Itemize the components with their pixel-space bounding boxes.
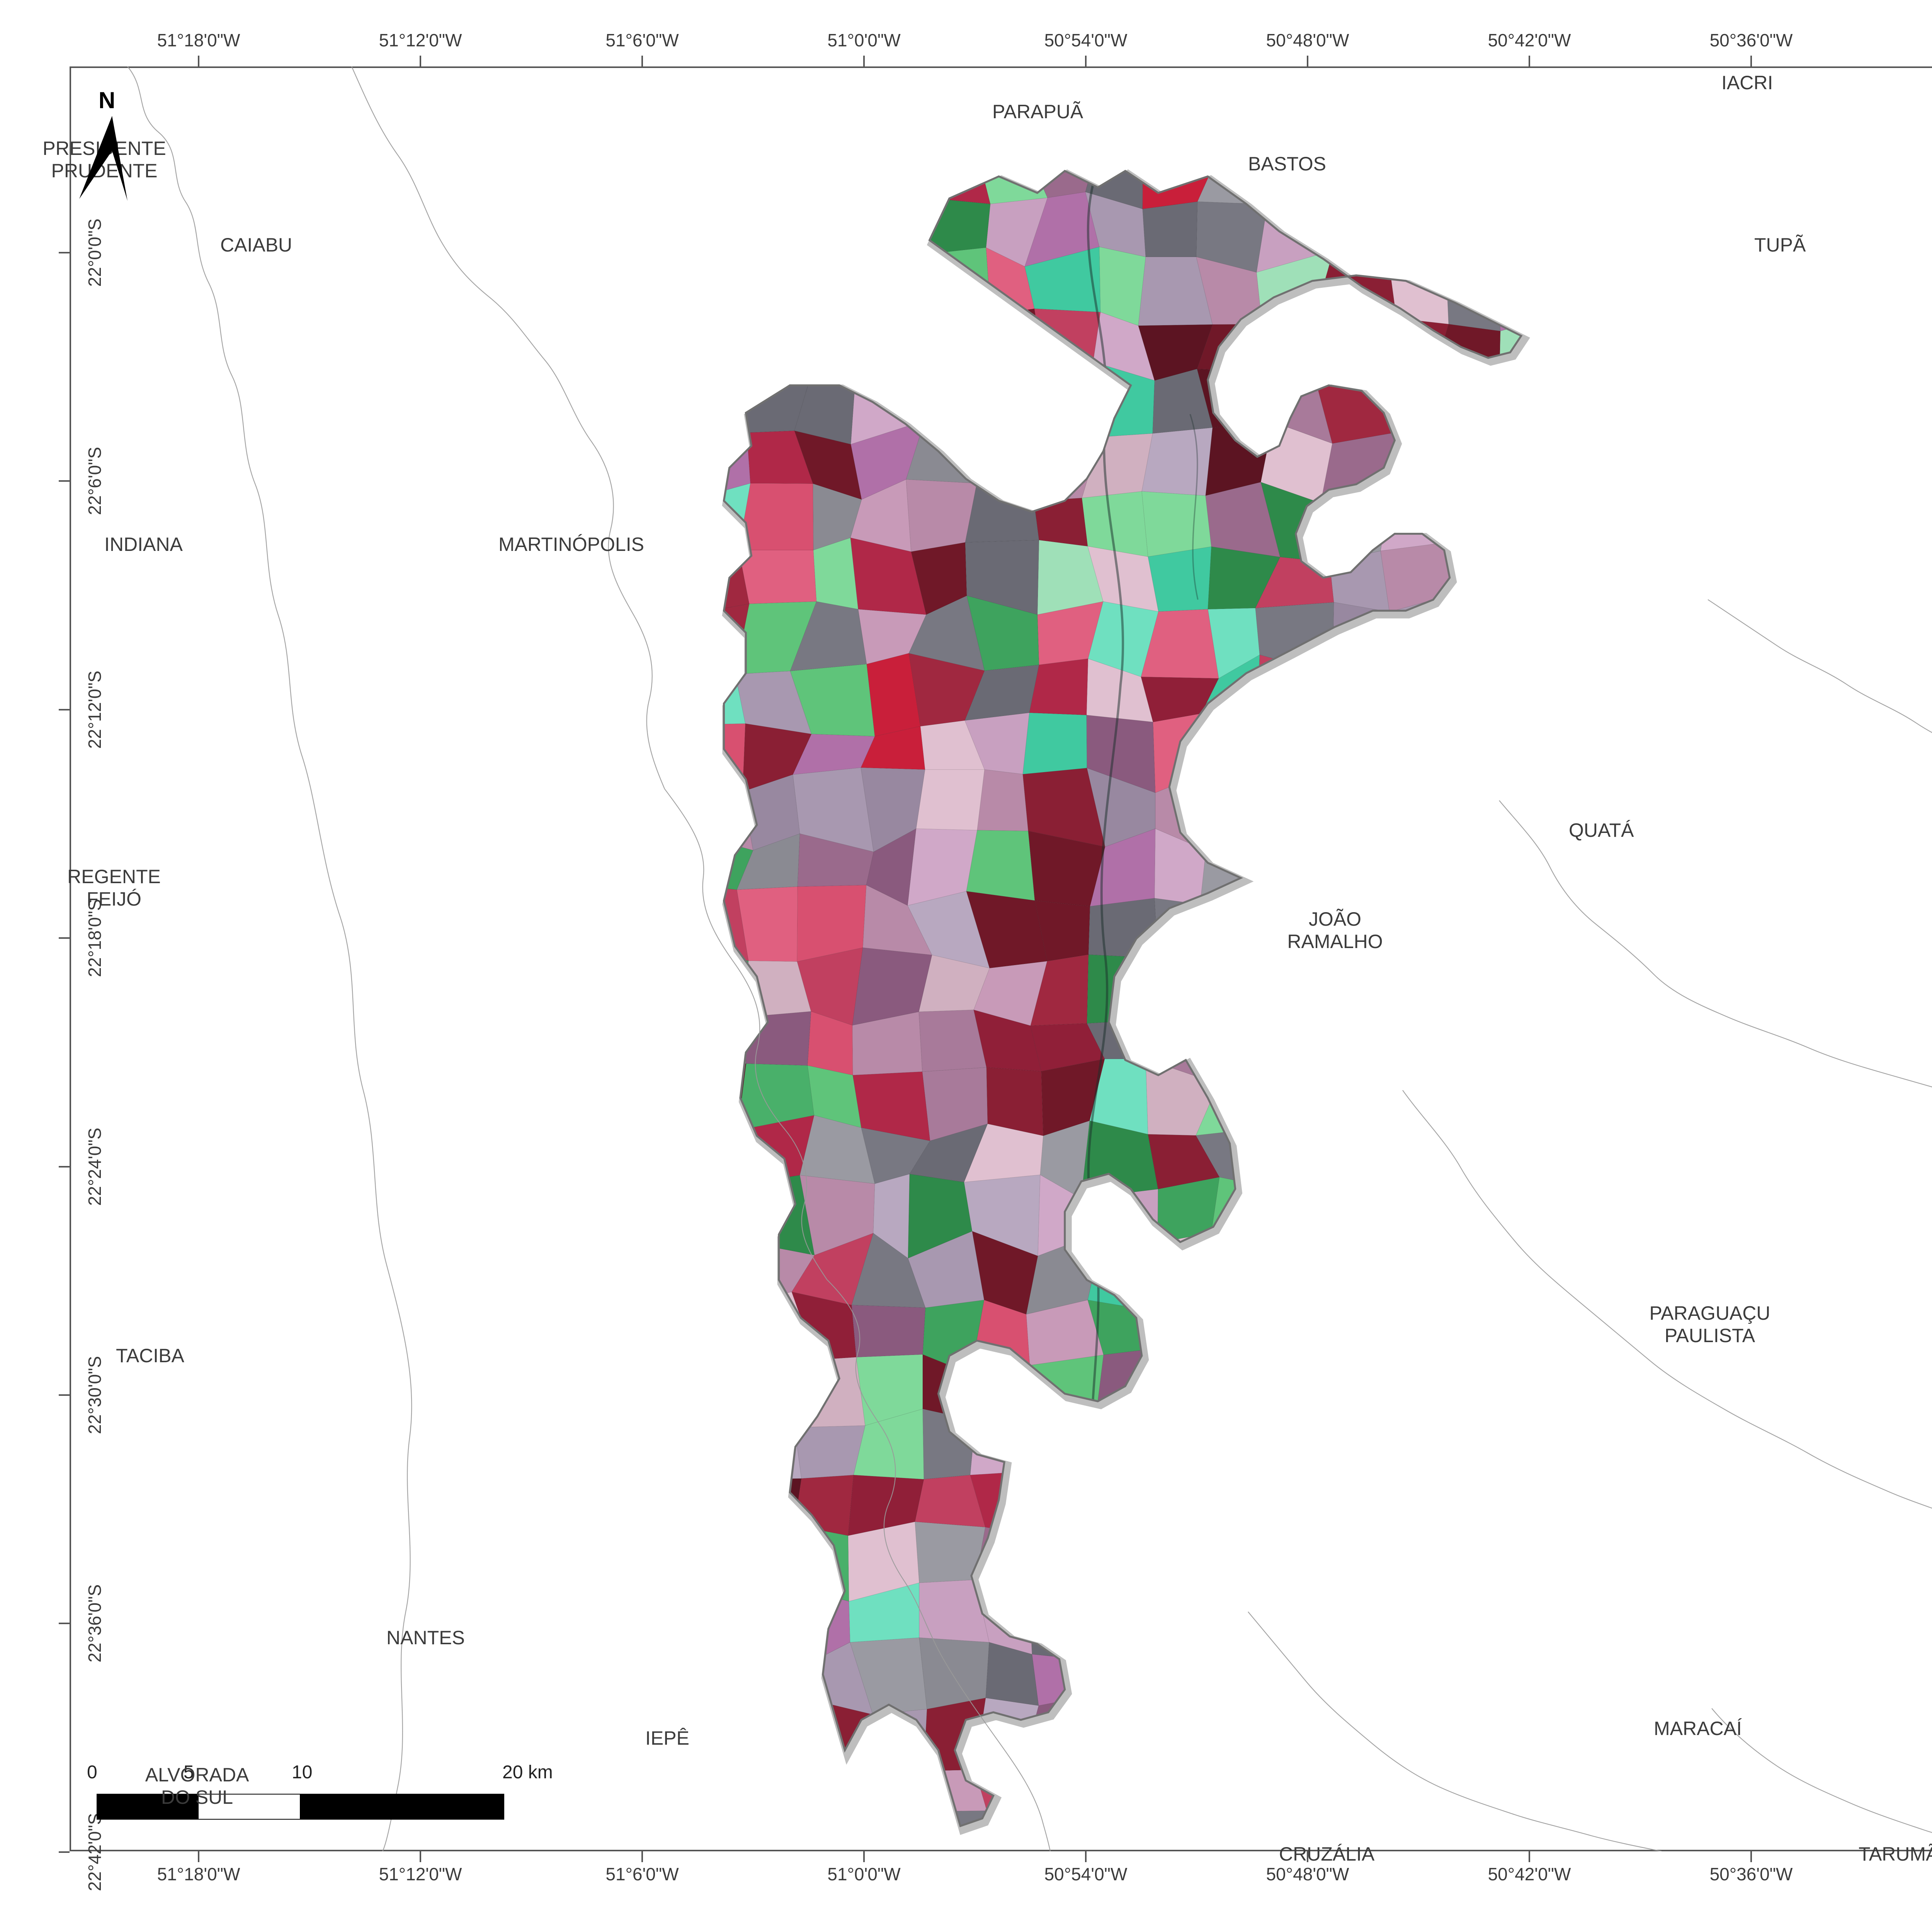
- svg-text:N: N: [99, 87, 115, 113]
